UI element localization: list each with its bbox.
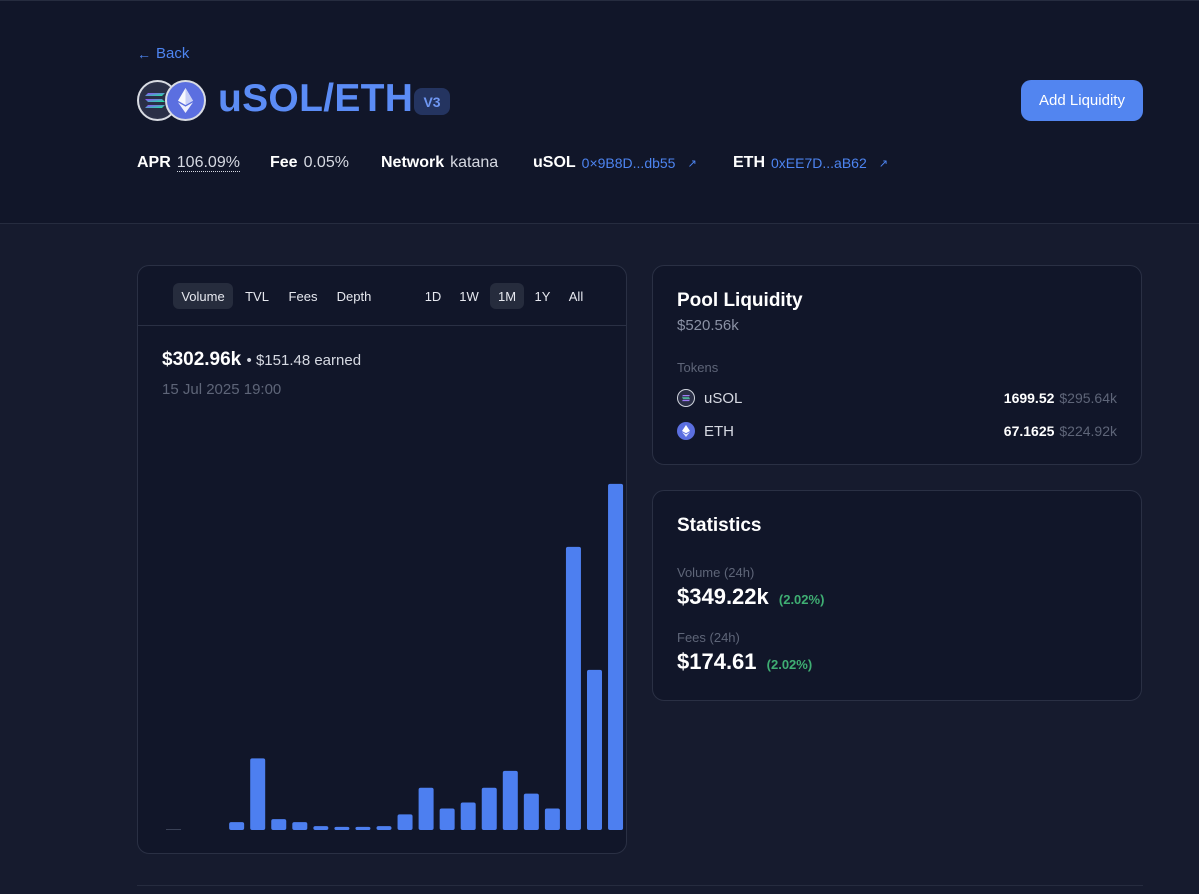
tokens-label: Tokens bbox=[677, 360, 719, 375]
chart-baseline-tick bbox=[166, 829, 181, 830]
network-info: Network katana bbox=[381, 154, 498, 172]
tab-fees[interactable]: Fees bbox=[288, 288, 318, 304]
fees-24h-change: (2.02%) bbox=[766, 657, 813, 672]
external-link-icon[interactable]: ↗ bbox=[687, 157, 697, 170]
token-usd-value: $295.64k bbox=[1059, 390, 1117, 406]
pool-title: uSOL/ETH bbox=[218, 77, 414, 120]
range-1m[interactable]: 1M bbox=[490, 283, 524, 309]
chart-current-value: $302.96k • $151.48 earned bbox=[162, 349, 361, 371]
chart-bar[interactable] bbox=[608, 483, 624, 830]
statistics-card: Statistics Volume (24h) $349.22k (2.02%)… bbox=[652, 490, 1142, 701]
chart-bar[interactable] bbox=[481, 787, 497, 830]
chart-bar[interactable] bbox=[355, 826, 371, 830]
chart-card: Volume TVL Fees Depth 1D 1W 1M 1Y All $3… bbox=[137, 265, 627, 854]
token-name: ETH bbox=[704, 422, 734, 440]
token-row-usol: uSOL 1699.52 $295.64k bbox=[677, 387, 1117, 409]
tab-depth[interactable]: Depth bbox=[336, 288, 372, 304]
pool-liquidity-title: Pool Liquidity bbox=[677, 290, 803, 311]
volume-24h-label: Volume (24h) bbox=[677, 565, 755, 580]
volume-24h: $349.22k (2.02%) bbox=[677, 584, 824, 610]
token0-label: uSOL bbox=[533, 154, 576, 171]
chart-bar[interactable] bbox=[565, 546, 581, 830]
token-name: uSOL bbox=[704, 389, 743, 407]
statistics-title: Statistics bbox=[677, 515, 762, 536]
token-amount: 67.1625 bbox=[1003, 423, 1055, 439]
pool-header: ← Back uSOL/ETH bbox=[0, 0, 1199, 224]
chart-bar[interactable] bbox=[460, 802, 476, 830]
chart-bar[interactable] bbox=[334, 826, 350, 830]
apr-label: APR bbox=[137, 154, 171, 171]
tab-volume[interactable]: Volume bbox=[173, 283, 233, 309]
range-1w[interactable]: 1W bbox=[459, 288, 479, 304]
section-divider bbox=[137, 885, 1143, 886]
fees-24h-label: Fees (24h) bbox=[677, 630, 740, 645]
token0-info: uSOL 0×9B8D...db55 ↗ bbox=[533, 154, 697, 172]
token1-address-link[interactable]: 0xEE7D...aB62 bbox=[771, 155, 867, 171]
fees-24h: $174.61 (2.02%) bbox=[677, 649, 812, 675]
chart-value-text: $302.96k bbox=[162, 349, 242, 370]
fee-label: Fee bbox=[270, 154, 298, 171]
token-row-eth: ETH 67.1625 $224.92k bbox=[677, 420, 1117, 442]
version-badge: V3 bbox=[414, 88, 450, 115]
chart-bar[interactable] bbox=[523, 793, 539, 830]
arrow-left-icon: ← bbox=[137, 45, 151, 62]
ethereum-token-icon bbox=[165, 80, 206, 121]
tab-tvl[interactable]: TVL bbox=[245, 288, 269, 304]
apr-info: APR 106.09% bbox=[137, 154, 240, 172]
token1-label: ETH bbox=[733, 154, 765, 171]
pool-token-icons bbox=[137, 80, 207, 122]
token1-info: ETH 0xEE7D...aB62 ↗ bbox=[733, 154, 888, 172]
pool-liquidity-total: $520.56k bbox=[677, 317, 739, 334]
chart-bar[interactable] bbox=[292, 822, 308, 830]
chart-bar[interactable] bbox=[439, 808, 455, 830]
range-1y[interactable]: 1Y bbox=[534, 288, 551, 304]
chart-tabs: Volume TVL Fees Depth 1D 1W 1M 1Y All bbox=[138, 266, 626, 326]
fee-value: 0.05% bbox=[303, 154, 349, 171]
chart-date: 15 Jul 2025 19:00 bbox=[162, 381, 282, 398]
chart-bar[interactable] bbox=[250, 758, 266, 830]
range-1d[interactable]: 1D bbox=[424, 288, 442, 304]
volume-bar-chart[interactable] bbox=[138, 396, 626, 836]
chart-bar[interactable] bbox=[229, 822, 245, 830]
chart-bar[interactable] bbox=[544, 808, 560, 830]
volume-24h-value: $349.22k bbox=[677, 584, 769, 609]
apr-value[interactable]: 106.09% bbox=[176, 153, 240, 172]
token0-address-link[interactable]: 0×9B8D...db55 bbox=[581, 155, 676, 171]
pool-liquidity-card: Pool Liquidity $520.56k Tokens uSOL 1699… bbox=[652, 265, 1142, 465]
network-label: Network bbox=[381, 154, 445, 171]
add-liquidity-button[interactable]: Add Liquidity bbox=[1021, 80, 1143, 121]
chart-bar[interactable] bbox=[313, 826, 329, 830]
solana-token-icon bbox=[677, 389, 695, 407]
chart-earned-text: • $151.48 earned bbox=[246, 352, 362, 369]
token-amount: 1699.52 bbox=[1003, 390, 1055, 406]
range-all[interactable]: All bbox=[568, 288, 584, 304]
chart-bar[interactable] bbox=[271, 819, 287, 830]
chart-bar[interactable] bbox=[397, 814, 413, 830]
ethereum-token-icon bbox=[677, 422, 695, 440]
back-label: Back bbox=[156, 45, 190, 62]
back-link[interactable]: ← Back bbox=[137, 45, 189, 62]
network-value: katana bbox=[450, 154, 499, 171]
fees-24h-value: $174.61 bbox=[677, 649, 757, 674]
chart-bar[interactable] bbox=[418, 787, 434, 830]
external-link-icon[interactable]: ↗ bbox=[878, 157, 888, 170]
chart-bar[interactable] bbox=[502, 770, 518, 830]
volume-24h-change: (2.02%) bbox=[778, 592, 825, 607]
chart-bar[interactable] bbox=[376, 826, 392, 830]
token-usd-value: $224.92k bbox=[1059, 423, 1117, 439]
chart-bar[interactable] bbox=[587, 669, 602, 830]
fee-info: Fee 0.05% bbox=[270, 154, 349, 172]
